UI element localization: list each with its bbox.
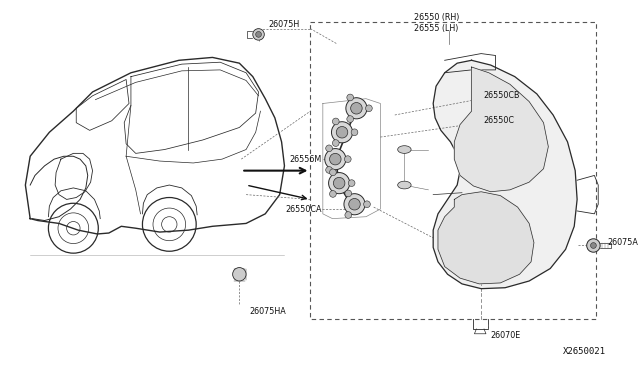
Circle shape [351, 103, 362, 114]
Circle shape [324, 148, 346, 170]
Circle shape [253, 29, 264, 40]
Text: 26550CB: 26550CB [483, 91, 520, 100]
Text: 26075HA: 26075HA [249, 307, 285, 316]
Circle shape [330, 153, 341, 165]
Text: 26556M: 26556M [290, 155, 322, 164]
Ellipse shape [397, 146, 411, 153]
Text: 26075A: 26075A [608, 238, 639, 247]
Circle shape [344, 194, 365, 215]
Circle shape [365, 105, 372, 112]
Text: 26555 (LH): 26555 (LH) [414, 24, 458, 33]
Text: 26550CA: 26550CA [285, 205, 322, 214]
Circle shape [348, 180, 355, 186]
Circle shape [345, 212, 351, 218]
Circle shape [351, 129, 358, 136]
Circle shape [328, 173, 349, 194]
Polygon shape [454, 67, 548, 192]
Circle shape [364, 201, 371, 208]
Text: 26550 (RH): 26550 (RH) [414, 13, 460, 22]
Circle shape [347, 94, 353, 101]
Text: 26070E: 26070E [491, 331, 521, 340]
Circle shape [349, 199, 360, 210]
Circle shape [587, 239, 600, 252]
Circle shape [591, 243, 596, 248]
Text: X2650021: X2650021 [563, 347, 606, 356]
Circle shape [332, 118, 339, 125]
Text: 26075H: 26075H [268, 20, 300, 29]
Bar [310, 22, 596, 320]
Circle shape [346, 98, 367, 119]
Polygon shape [438, 192, 534, 284]
Circle shape [344, 156, 351, 163]
Circle shape [345, 190, 351, 197]
Circle shape [326, 145, 332, 152]
Circle shape [255, 32, 261, 37]
Circle shape [347, 116, 353, 122]
Circle shape [336, 126, 348, 138]
Circle shape [333, 177, 345, 189]
Text: 26550C: 26550C [483, 116, 514, 125]
Circle shape [332, 140, 339, 147]
Circle shape [330, 190, 336, 197]
Polygon shape [433, 60, 577, 289]
Ellipse shape [397, 181, 411, 189]
Circle shape [326, 167, 332, 173]
Circle shape [330, 169, 336, 176]
Circle shape [332, 122, 353, 143]
Circle shape [232, 267, 246, 281]
